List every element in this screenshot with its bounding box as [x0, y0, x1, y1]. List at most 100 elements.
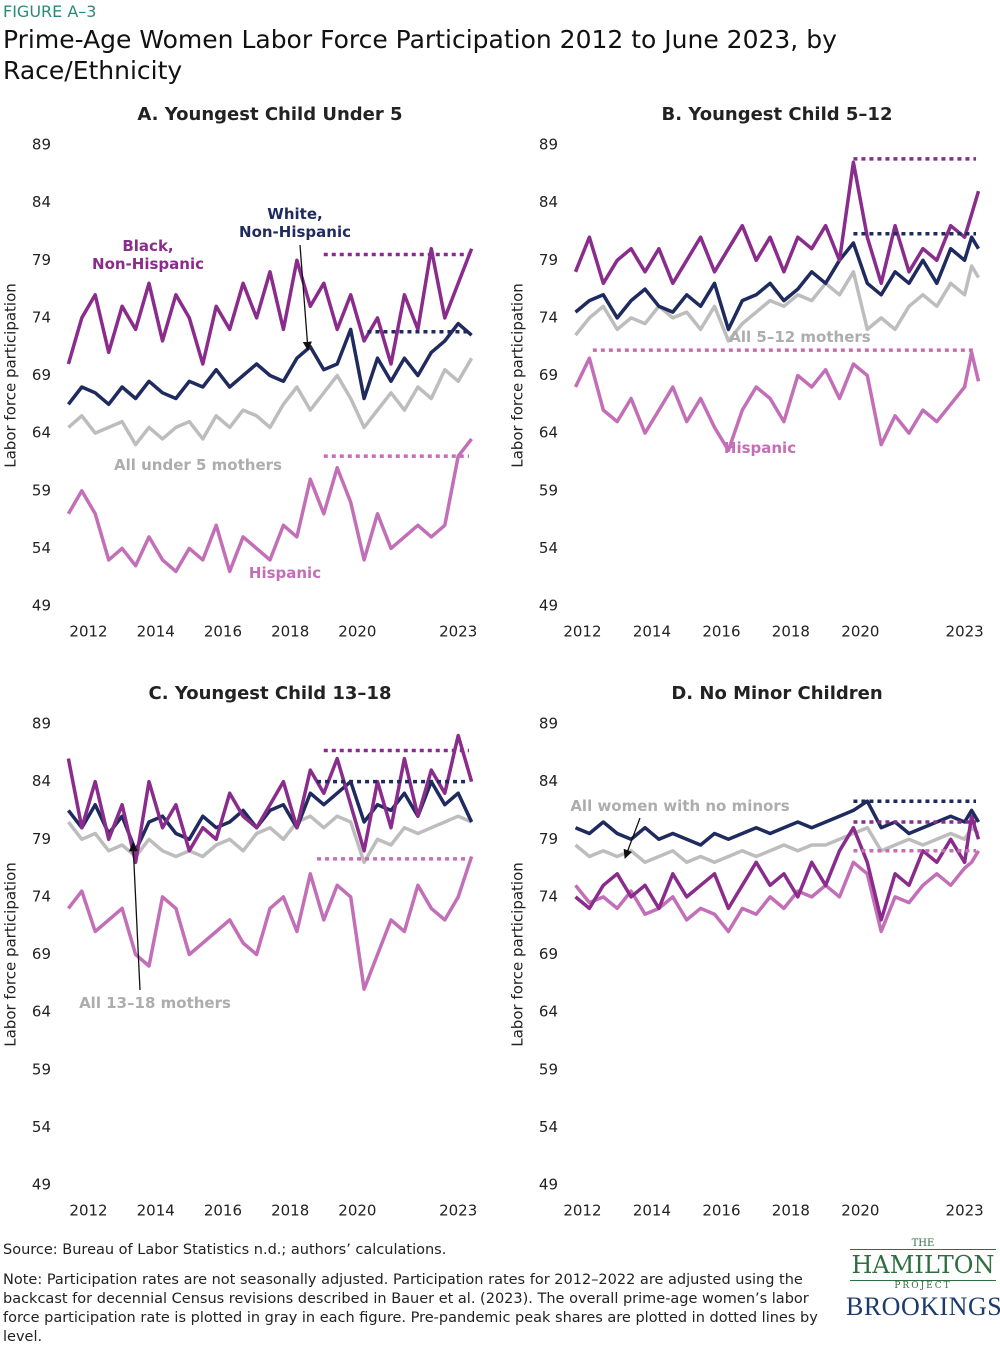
y-axis-label: Labor force participation — [509, 283, 527, 468]
series-line — [573, 350, 981, 453]
x-tick-label: 2016 — [204, 1202, 242, 1220]
annotation: White, Non-Hispanic — [239, 205, 351, 241]
series-label: Hispanic — [248, 564, 322, 582]
annotation: All 5–12 mothers — [729, 328, 871, 346]
x-tick-label: 2020 — [841, 1202, 879, 1220]
x-tick-label: 2020 — [338, 623, 376, 641]
y-tick-label: 59 — [539, 481, 558, 499]
y-tick-label: 84 — [32, 772, 51, 790]
series-label: All 5–12 mothers — [729, 328, 871, 346]
series-line — [66, 733, 474, 865]
series-line — [574, 814, 981, 922]
y-tick-label: 84 — [539, 772, 558, 790]
annotation: Hispanic — [248, 564, 322, 582]
y-tick-label: 59 — [539, 1060, 558, 1078]
y-tick-label: 79 — [539, 251, 558, 269]
logo-text: HAMILTON — [850, 1249, 996, 1281]
x-tick-label: 2023 — [946, 623, 984, 641]
x-tick-label: 2012 — [69, 1202, 107, 1220]
x-tick-label: 2020 — [841, 623, 879, 641]
series-line — [67, 321, 473, 407]
series-line — [574, 799, 981, 847]
logo-text: PROJECT — [894, 1281, 952, 1291]
x-tick-label: 2012 — [69, 623, 107, 641]
series-line — [573, 160, 981, 286]
y-tick-label: 69 — [539, 366, 558, 384]
y-tick-label: 74 — [539, 308, 558, 326]
series-label: White, Non-Hispanic — [239, 205, 351, 241]
arrow — [128, 842, 141, 991]
annotation: All women with no minors — [570, 797, 790, 815]
y-tick-label: 59 — [32, 481, 51, 499]
y-tick-label: 89 — [32, 715, 51, 733]
y-tick-label: 89 — [539, 136, 558, 154]
y-tick-label: 49 — [539, 1176, 558, 1194]
title: Prime-Age Women Labor Force Participatio… — [3, 25, 837, 85]
x-tick-label: 2023 — [439, 1202, 477, 1220]
y-axis-label: Labor force participation — [509, 862, 527, 1047]
x-tick-label: 2012 — [563, 623, 601, 641]
y-tick-label: 54 — [539, 1118, 558, 1136]
y-tick-label: 84 — [539, 193, 558, 211]
charts: A. Youngest Child Under 5 Labor force par… — [2, 104, 984, 1220]
x-tick-label: 2016 — [702, 623, 740, 641]
y-tick-label: 54 — [539, 539, 558, 557]
x-tick-label: 2012 — [563, 1202, 601, 1220]
note: Note: Participation rates are not season… — [3, 1272, 818, 1345]
y-tick-label: 69 — [32, 945, 51, 963]
y-tick-label: 54 — [32, 1118, 51, 1136]
y-tick-label: 49 — [539, 597, 558, 615]
series-line — [66, 437, 473, 574]
source: Source: Bureau of Labor Statistics n.d.;… — [3, 1242, 447, 1258]
y-tick-label: 49 — [32, 1176, 51, 1194]
x-tick-label: 2014 — [633, 623, 671, 641]
panel-title: D. No Minor Children — [671, 683, 882, 704]
series-line — [67, 855, 474, 991]
y-tick-label: 74 — [539, 887, 558, 905]
logo-text: THE — [911, 1238, 935, 1249]
series-line — [574, 235, 981, 332]
y-tick-label: 59 — [32, 1060, 51, 1078]
y-tick-label: 79 — [539, 830, 558, 848]
x-tick-label: 2018 — [772, 1202, 810, 1220]
y-tick-label: 69 — [32, 366, 51, 384]
x-tick-label: 2023 — [946, 1202, 984, 1220]
x-tick-label: 2014 — [633, 1202, 671, 1220]
annotation: Black, Non-Hispanic — [92, 237, 204, 273]
series-label: All under 5 mothers — [114, 456, 282, 474]
series-line — [574, 825, 980, 865]
y-tick-label: 74 — [32, 308, 51, 326]
x-tick-label: 2020 — [338, 1202, 376, 1220]
x-tick-label: 2023 — [439, 623, 477, 641]
x-tick-label: 2016 — [204, 623, 242, 641]
series-line — [66, 246, 474, 366]
y-tick-label: 89 — [539, 715, 558, 733]
x-tick-label: 2018 — [271, 623, 309, 641]
y-tick-label: 79 — [32, 251, 51, 269]
series-label: Black, Non-Hispanic — [92, 237, 204, 273]
annotation: All under 5 mothers — [114, 456, 282, 474]
y-tick-label: 64 — [32, 1003, 51, 1021]
y-axis-label: Labor force participation — [2, 283, 20, 468]
series-line — [67, 357, 474, 447]
figure-label: FIGURE A–3 — [3, 2, 97, 21]
x-tick-label: 2016 — [702, 1202, 740, 1220]
hamilton-logo: THE HAMILTON PROJECT — [850, 1238, 996, 1291]
arrow — [299, 244, 312, 351]
panel-title: C. Youngest Child 13–18 — [149, 683, 392, 704]
x-tick-label: 2014 — [137, 1202, 175, 1220]
series-label: All women with no minors — [570, 797, 790, 815]
y-tick-label: 64 — [539, 424, 558, 442]
series-line — [574, 849, 981, 934]
y-tick-label: 69 — [539, 945, 558, 963]
annotation: All 13–18 mothers — [79, 994, 231, 1012]
y-tick-label: 49 — [32, 597, 51, 615]
arrow — [623, 817, 641, 859]
x-tick-label: 2018 — [271, 1202, 309, 1220]
y-tick-label: 89 — [32, 136, 51, 154]
x-tick-label: 2018 — [772, 623, 810, 641]
y-tick-label: 64 — [539, 1003, 558, 1021]
x-tick-label: 2014 — [137, 623, 175, 641]
y-tick-label: 74 — [32, 887, 51, 905]
series-line — [574, 264, 981, 343]
